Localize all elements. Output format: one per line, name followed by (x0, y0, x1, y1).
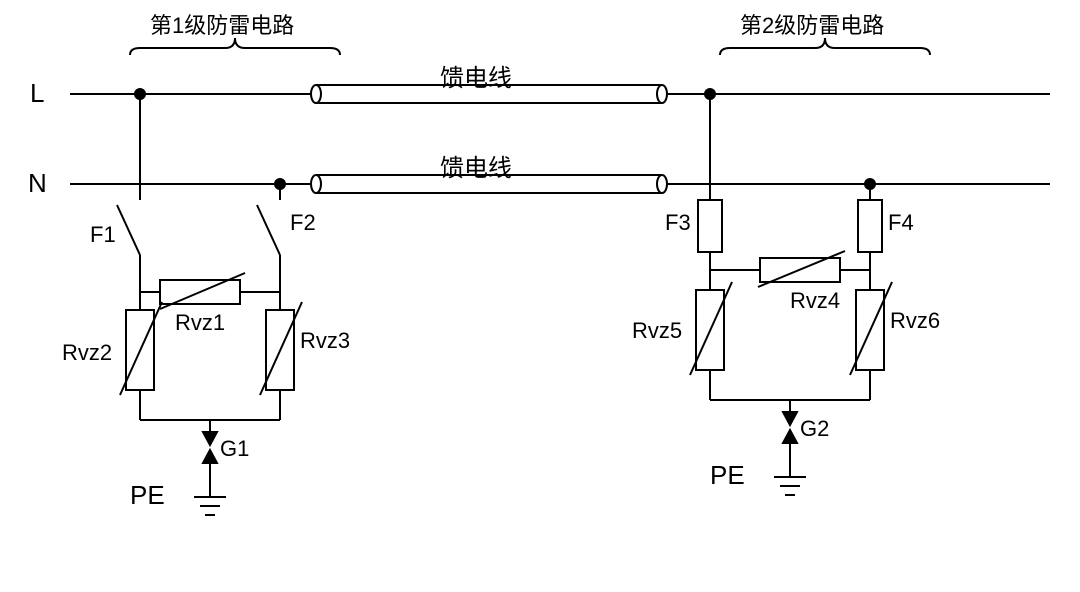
Rvz6-label: Rvz6 (890, 308, 940, 334)
stage1-title: 第1级防雷电路 (150, 8, 294, 40)
circuit-diagram: 第1级防雷电路 第2级防雷电路 馈电线 馈电线 L N F1 F2 Rvz1 R… (0, 0, 1080, 592)
feed-line-top-label: 馈电线 (440, 58, 512, 93)
G1-label: G1 (220, 436, 249, 462)
G2-label: G2 (800, 416, 829, 442)
Rvz4-label: Rvz4 (790, 288, 840, 314)
L-label: L (30, 78, 44, 109)
PE2-label: PE (710, 460, 745, 491)
F1-label: F1 (90, 222, 116, 248)
Rvz1-label: Rvz1 (175, 310, 225, 336)
Rvz3-label: Rvz3 (300, 328, 350, 354)
feed-line-bottom-label: 馈电线 (440, 148, 512, 183)
PE1-label: PE (130, 480, 165, 511)
Rvz5-label: Rvz5 (632, 318, 682, 344)
stage2-title: 第2级防雷电路 (740, 8, 884, 40)
F4-label: F4 (888, 210, 914, 236)
F3-label: F3 (665, 210, 691, 236)
Rvz2-label: Rvz2 (62, 340, 112, 366)
F2-label: F2 (290, 210, 316, 236)
N-label: N (28, 168, 47, 199)
